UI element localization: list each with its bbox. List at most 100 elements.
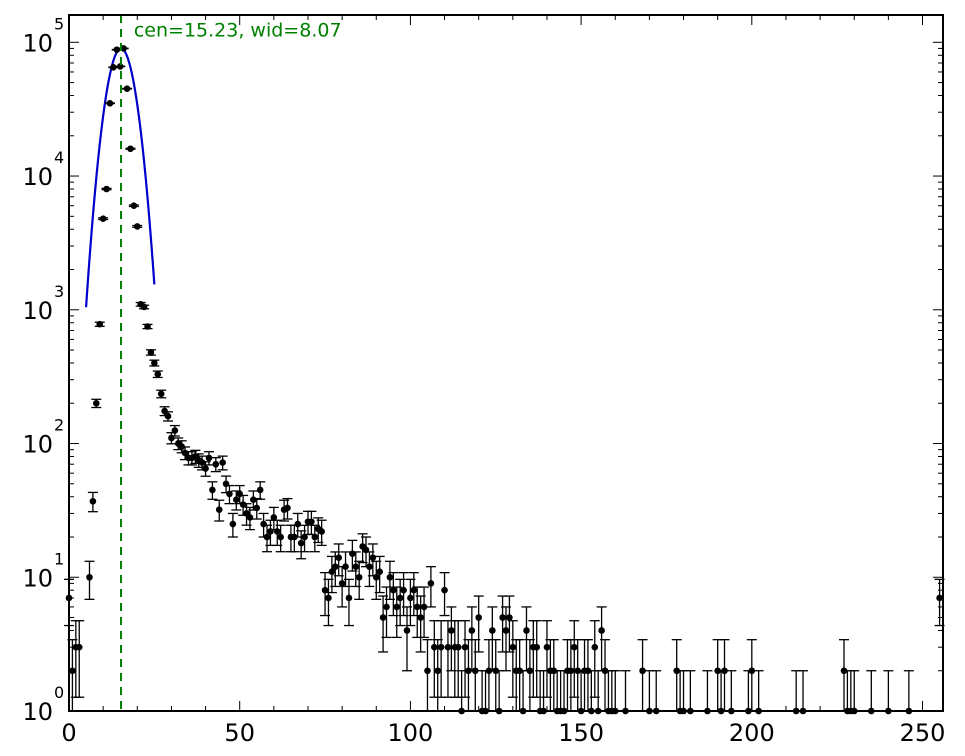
data-point: [325, 594, 332, 602]
x-tick-label: 50: [224, 719, 255, 747]
y-tick-label: 10: [22, 163, 53, 191]
data-point: [229, 520, 237, 528]
data-point: [475, 614, 482, 621]
plot-background: [69, 15, 943, 711]
data-point: [444, 643, 452, 651]
data-point: [205, 454, 213, 462]
data-point: [543, 643, 551, 651]
data-point: [431, 643, 438, 651]
data-point: [509, 643, 517, 651]
data-point: [567, 667, 575, 675]
data-point: [133, 223, 141, 230]
data-point: [144, 323, 151, 330]
data-point: [89, 497, 97, 505]
data-point: [331, 563, 339, 570]
data-point: [383, 603, 390, 611]
data-point: [256, 486, 264, 494]
y-tick-exponent: 3: [54, 282, 64, 301]
y-tick-exponent: 4: [54, 148, 64, 167]
data-point: [151, 359, 158, 367]
data-point: [533, 643, 541, 651]
data-point: [270, 514, 278, 521]
data-point: [157, 390, 165, 398]
data-point: [465, 667, 472, 675]
data-point: [178, 443, 185, 450]
data-point: [164, 412, 172, 420]
data-point: [840, 667, 848, 675]
data-point: [342, 563, 349, 570]
data-point: [291, 533, 298, 541]
data-point: [461, 643, 469, 651]
x-tick-label: 250: [900, 719, 946, 747]
data-point: [441, 586, 448, 594]
data-point: [239, 501, 247, 508]
data-point: [75, 643, 83, 651]
data-point: [103, 185, 110, 193]
data-point: [130, 202, 138, 210]
data-point: [673, 667, 681, 675]
data-point: [591, 643, 599, 651]
data-point: [403, 627, 411, 634]
data-point: [219, 459, 226, 466]
data-point: [468, 627, 476, 634]
data-point: [284, 504, 291, 512]
data-point: [506, 614, 513, 621]
data-point: [584, 667, 592, 675]
data-point: [390, 586, 397, 594]
data-point: [396, 594, 404, 602]
data-point: [485, 667, 493, 675]
y-tick-exponent: 1: [54, 549, 64, 568]
y-tick-label: 10: [22, 29, 53, 57]
data-point: [86, 573, 93, 581]
data-point: [454, 643, 462, 651]
data-point: [161, 407, 168, 415]
data-point: [202, 465, 209, 472]
data-point: [489, 627, 496, 634]
y-tick-label: 10: [22, 698, 53, 726]
data-point: [260, 520, 267, 528]
data-point: [349, 550, 356, 558]
data-point: [424, 667, 431, 675]
data-point: [168, 434, 175, 442]
data-point: [362, 546, 370, 554]
data-point: [328, 568, 336, 576]
data-point: [352, 563, 360, 570]
data-point: [437, 643, 445, 651]
data-point: [236, 490, 244, 498]
data-point: [232, 496, 240, 504]
data-point: [369, 554, 377, 562]
data-point: [253, 504, 261, 512]
data-point: [434, 667, 442, 675]
data-point: [471, 667, 479, 675]
x-tick-label: 100: [388, 719, 434, 747]
y-tick-exponent: 2: [54, 416, 64, 435]
data-point: [345, 594, 353, 602]
data-point: [246, 514, 254, 521]
data-point: [550, 667, 558, 675]
data-point: [420, 603, 428, 611]
data-point: [93, 399, 100, 407]
data-point: [410, 586, 418, 594]
data-point: [376, 568, 383, 576]
data-point: [492, 667, 500, 675]
data-point: [311, 533, 319, 541]
data-point: [263, 533, 271, 541]
data-point: [570, 643, 578, 651]
data-point: [372, 573, 380, 581]
data-point: [502, 627, 510, 634]
data-point: [106, 99, 114, 107]
x-tick-label: 200: [729, 719, 775, 747]
data-point: [413, 603, 421, 611]
data-point: [69, 667, 76, 675]
data-point: [526, 667, 534, 675]
data-point: [639, 667, 646, 675]
data-point: [598, 627, 605, 634]
data-point: [366, 563, 373, 570]
data-point: [338, 580, 346, 587]
data-point: [574, 667, 581, 675]
y-tick-exponent: 5: [54, 14, 64, 33]
data-point: [407, 594, 414, 602]
data-point: [250, 496, 257, 504]
